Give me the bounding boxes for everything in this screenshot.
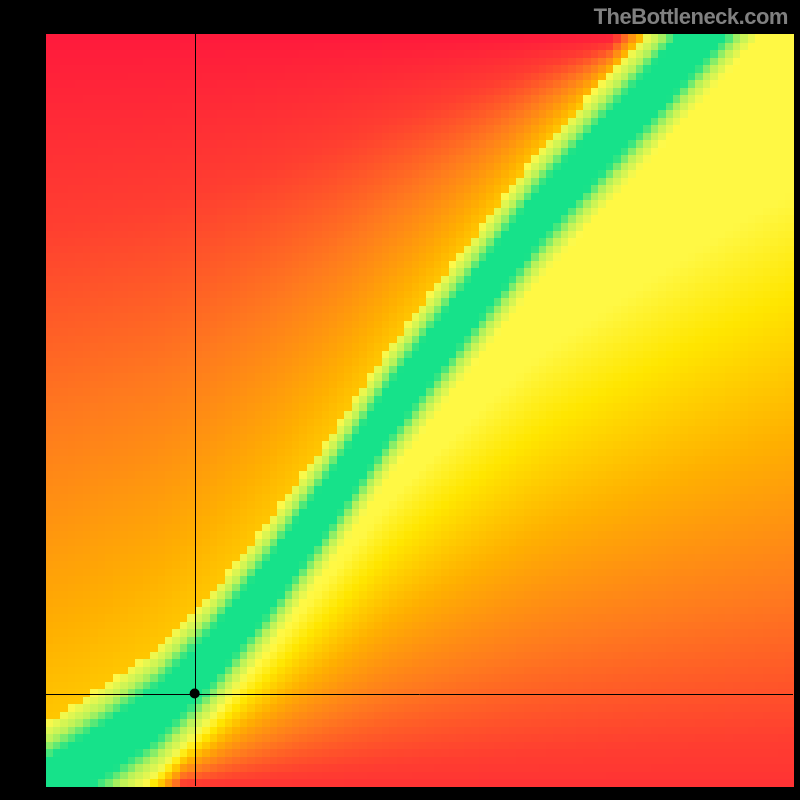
bottleneck-heatmap: [0, 0, 800, 800]
attribution-label: TheBottleneck.com: [594, 4, 788, 30]
chart-container: { "attribution": { "text": "TheBottlenec…: [0, 0, 800, 800]
